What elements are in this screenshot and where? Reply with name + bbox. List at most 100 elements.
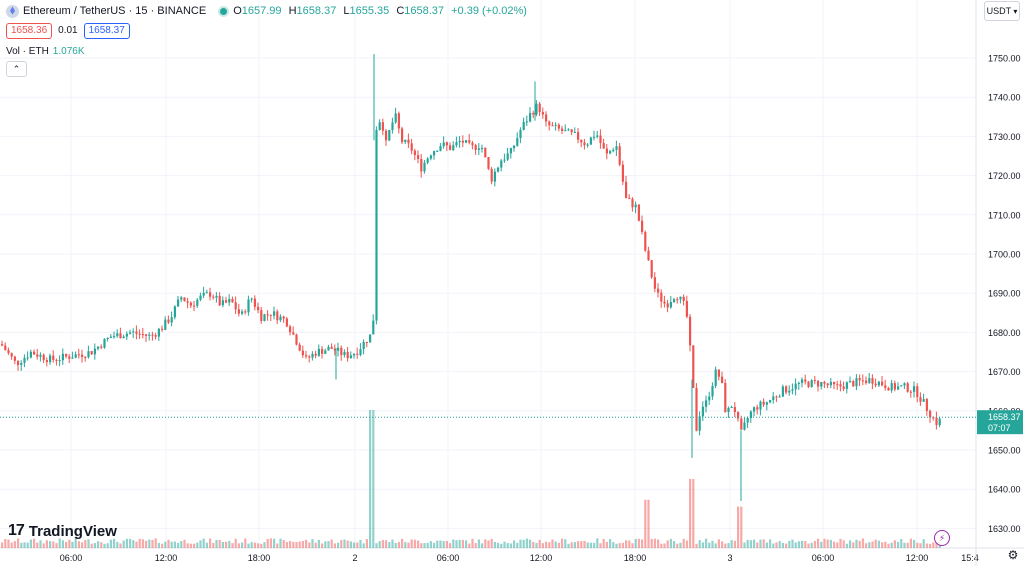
volume-bar (135, 541, 138, 548)
candle-body (577, 132, 580, 140)
volume-bar (231, 543, 234, 548)
volume-bar (721, 541, 724, 548)
candle-body (173, 306, 176, 318)
candle-body (484, 148, 487, 158)
candle-body (529, 112, 532, 122)
candle-body (308, 356, 311, 358)
candle-body (567, 129, 570, 131)
gear-icon[interactable]: ⚙ (1007, 548, 1019, 562)
candle-body (269, 314, 272, 316)
candle-body (61, 353, 64, 361)
volume-bar (410, 539, 413, 548)
volume-bar (733, 540, 736, 548)
candle-body (612, 149, 615, 152)
candle-body (317, 348, 320, 356)
x-tick-label: 18:00 (248, 553, 271, 563)
candle-body (781, 386, 784, 397)
candle-body (276, 311, 279, 321)
candle-body (330, 346, 333, 349)
candle-body (481, 148, 484, 150)
buy-price-button[interactable]: 1658.37 (83, 22, 130, 39)
candle-body (439, 146, 442, 151)
volume-bar (333, 543, 336, 548)
volume-bar (804, 541, 807, 548)
candle-body (263, 314, 266, 321)
candle-body (807, 381, 810, 388)
volume-bar (525, 538, 528, 548)
volume-bar (865, 543, 868, 548)
change-value: +0.39 (+0.02%) (451, 5, 527, 17)
volume-bar (289, 540, 292, 548)
collapse-legend-button[interactable]: ⌃ (6, 61, 27, 77)
candle-body (586, 144, 589, 146)
volume-bar (705, 538, 708, 548)
candle-body (625, 181, 628, 198)
volume-bar (916, 542, 919, 548)
volume-bar (836, 542, 839, 548)
candle-body (759, 401, 762, 410)
volume-bar (855, 539, 858, 548)
y-tick-label: 1710.00 (988, 210, 1021, 220)
volume-label: Vol · ETH (6, 46, 49, 57)
candle-body (97, 346, 100, 349)
volume-legend: Vol · ETH 1.076K (6, 46, 85, 57)
volume-bar (900, 539, 903, 548)
candle-body (100, 346, 103, 348)
sell-price-button[interactable]: 1658.36 (6, 22, 53, 39)
candle-body (573, 132, 576, 134)
volume-bar (362, 543, 365, 548)
volume-bar (801, 540, 804, 548)
volume-bar (813, 541, 816, 548)
currency-selector[interactable]: USDT (984, 1, 1020, 21)
candle-body (698, 416, 701, 431)
candle-body (618, 146, 621, 165)
volume-bar (647, 499, 650, 548)
candle-body (775, 396, 778, 398)
candle-body (746, 418, 749, 423)
symbol-header: Ethereum / TetherUS · 15 · BINANCE O1657… (6, 3, 531, 19)
x-tick-label: 3 (727, 553, 732, 563)
volume-bar (327, 541, 330, 548)
volume-bar (23, 542, 26, 548)
candle-body (628, 197, 631, 199)
volume-bar (321, 543, 324, 548)
volume-bar (394, 542, 397, 548)
candle-body (68, 356, 71, 359)
volume-bar (477, 539, 480, 548)
volume-bar (903, 542, 906, 548)
lightning-icon[interactable]: ⚡ (934, 530, 950, 546)
volume-bar (276, 543, 279, 548)
x-tick-label: 06:00 (60, 553, 83, 563)
volume-bar (641, 539, 644, 548)
candle-body (881, 381, 884, 386)
candle-body (36, 354, 39, 357)
candle-body (385, 130, 388, 141)
candle-body (301, 350, 304, 356)
candle-body (887, 387, 890, 391)
candle-body (669, 302, 672, 308)
volume-bar (353, 542, 356, 548)
candle-body (39, 354, 42, 357)
volume-bar (868, 542, 871, 548)
volume-bar (906, 542, 909, 548)
volume-bar (10, 542, 13, 548)
symbol-title[interactable]: Ethereum / TetherUS · 15 · BINANCE (23, 5, 207, 17)
candle-body (202, 292, 205, 296)
volume-bar (711, 540, 714, 548)
candle-body (161, 328, 164, 330)
candle-body (545, 114, 548, 122)
y-tick-label: 1670.00 (988, 367, 1021, 377)
tradingview-brand: 17 TradingView (8, 522, 117, 540)
candle-body (55, 359, 58, 361)
open-label: O (233, 5, 242, 17)
volume-bar (234, 538, 237, 548)
candle-body (673, 299, 676, 303)
candle-body (541, 112, 544, 115)
volume-bar (308, 542, 311, 548)
x-tick-label: 12:00 (906, 553, 929, 563)
candle-body (509, 148, 512, 154)
candle-body (557, 124, 560, 129)
volume-bar (359, 539, 362, 548)
volume-bar (97, 541, 100, 548)
